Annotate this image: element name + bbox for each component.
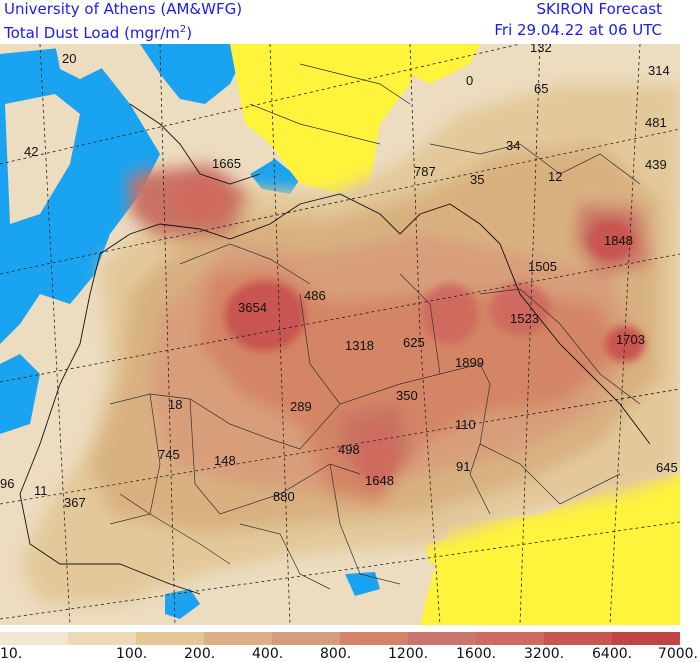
color-scale-tick: 800. (320, 646, 352, 662)
map-value-label: 148 (214, 453, 236, 468)
color-scale-swatch (272, 632, 340, 645)
map-value-label: 42 (24, 144, 38, 159)
map-value-label: 1899 (455, 355, 484, 370)
map-value-label: 12 (548, 169, 562, 184)
map-value-label: 367 (64, 495, 86, 510)
variable-title: Total Dust Load (mgr/m2) (4, 21, 192, 42)
map-value-label: 1703 (616, 332, 645, 347)
color-scale-swatch (544, 632, 612, 645)
color-scale-swatch (340, 632, 408, 645)
color-scale (0, 632, 680, 645)
map-value-label: 1318 (345, 338, 374, 353)
color-scale-swatch (408, 632, 476, 645)
color-scale-tick: 7000. (657, 646, 698, 662)
graticule (0, 44, 680, 625)
map-value-label: 787 (414, 164, 436, 179)
color-scale-tick: 3200. (524, 646, 565, 662)
map-value-label: 18 (168, 397, 182, 412)
variable-title-close: ) (186, 24, 193, 42)
color-scale-tick: 100. (116, 646, 148, 662)
color-scale-tick: 200. (184, 646, 216, 662)
low-dust-areas (230, 44, 680, 625)
light-dust-areas (5, 44, 110, 224)
color-scale-swatch (68, 632, 136, 645)
coastlines (19, 103, 651, 595)
forecast-title: SKIRON Forecast (536, 0, 662, 18)
map-value-label: 96 (0, 476, 14, 491)
app-title: University of Athens (AM&WFG) (4, 0, 243, 18)
map-value-label: 20 (62, 51, 76, 66)
map-value-label: 35 (470, 172, 484, 187)
map-value-label: 1665 (212, 156, 241, 171)
map-value-label: 132 (530, 44, 552, 55)
map-value-label: 745 (158, 447, 180, 462)
map-value-label: 1648 (365, 473, 394, 488)
map-value-label: 34 (506, 138, 520, 153)
color-scale-swatch (204, 632, 272, 645)
variable-title-text: Total Dust Load (mgr/m (4, 24, 180, 42)
map-value-label: 110 (455, 417, 476, 432)
map-value-label: 65 (534, 81, 548, 96)
color-scale-tick: 10. (0, 646, 23, 662)
map-value-label: 645 (656, 460, 678, 475)
color-scale-tick: 1200. (388, 646, 429, 662)
map-value-label: 350 (396, 388, 418, 403)
map-value-label: 880 (273, 489, 295, 504)
map-value-label: 0 (466, 73, 473, 88)
color-scale-tick: 400. (252, 646, 284, 662)
color-scale-swatch (0, 632, 68, 645)
color-scale-ticks: 10. 100. 200. 400. 800. 1200. 1600. 3200. 6400. 7… (0, 646, 700, 662)
map-value-label: 1848 (604, 233, 633, 248)
color-scale-swatch (136, 632, 204, 645)
map-value-label: 498 (338, 442, 360, 457)
map-value-label: 625 (403, 335, 425, 350)
country-borders (109, 63, 641, 590)
color-scale-swatch (612, 632, 680, 645)
unit-exponent: 2 (179, 24, 187, 35)
map-value-label: 1523 (510, 311, 539, 326)
dust-maxima (172, 179, 645, 484)
map-value-label: 91 (456, 459, 470, 474)
forecast-time: Fri 29.04.22 at 06 UTC (494, 21, 662, 39)
color-scale-swatch (476, 632, 544, 645)
color-scale-tick: 6400. (592, 646, 633, 662)
map-value-label: 289 (290, 399, 312, 414)
map-value-label: 3654 (238, 300, 267, 315)
color-scale-tick: 1600. (456, 646, 497, 662)
map-value-label: 481 (645, 115, 667, 130)
map-value-label: 1505 (528, 259, 557, 274)
map-value-label: 11 (34, 483, 48, 498)
map-value-label: 314 (648, 63, 670, 78)
map-value-label: 486 (304, 288, 326, 303)
map-value-label: 439 (645, 157, 667, 172)
